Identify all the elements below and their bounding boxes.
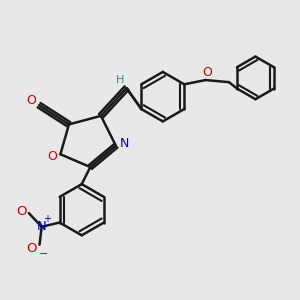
Text: O: O — [27, 242, 37, 256]
Text: H: H — [116, 76, 124, 85]
Text: −: − — [39, 249, 49, 259]
Text: N: N — [37, 220, 46, 233]
Text: O: O — [26, 94, 36, 107]
Text: N: N — [120, 137, 129, 150]
Text: O: O — [203, 66, 213, 79]
Text: +: + — [43, 214, 51, 224]
Text: O: O — [47, 150, 57, 163]
Text: O: O — [16, 205, 26, 218]
